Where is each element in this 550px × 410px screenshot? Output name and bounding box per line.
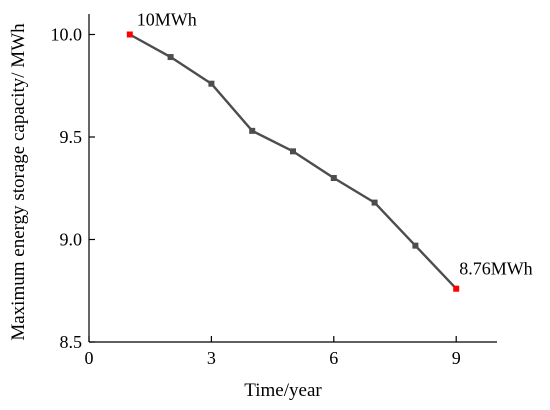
y-axis-label: Maximum energy storage capacity/ MWh <box>8 23 29 341</box>
annotation-label: 8.76MWh <box>459 259 533 279</box>
x-tick-label: 0 <box>85 348 94 368</box>
series-layer <box>126 31 460 292</box>
data-point <box>167 54 174 61</box>
axes <box>88 14 497 343</box>
data-point <box>330 175 337 181</box>
annotations: 10MWh 8.76MWh <box>137 10 533 279</box>
x-axis-label: Time/year <box>244 380 322 401</box>
y-tick-label: 9.5 <box>60 127 83 147</box>
ticks: 0 3 6 9 8.5 9.0 9.5 10.0 <box>51 25 461 369</box>
data-point <box>290 148 296 155</box>
series-line <box>129 33 458 290</box>
y-tick-label: 8.5 <box>60 332 83 352</box>
y-tick-label: 9.0 <box>60 230 83 250</box>
x-tick-label: 3 <box>207 348 216 368</box>
data-point <box>371 199 378 206</box>
x-tick-label: 9 <box>452 348 461 368</box>
y-tick-label: 10.0 <box>51 25 83 45</box>
x-tick-label: 6 <box>329 348 338 368</box>
data-point <box>208 80 215 87</box>
data-point <box>249 127 256 134</box>
highlight-point <box>453 285 460 292</box>
annotation-label: 10MWh <box>137 10 197 30</box>
data-point <box>412 242 419 249</box>
highlight-point <box>126 31 133 38</box>
